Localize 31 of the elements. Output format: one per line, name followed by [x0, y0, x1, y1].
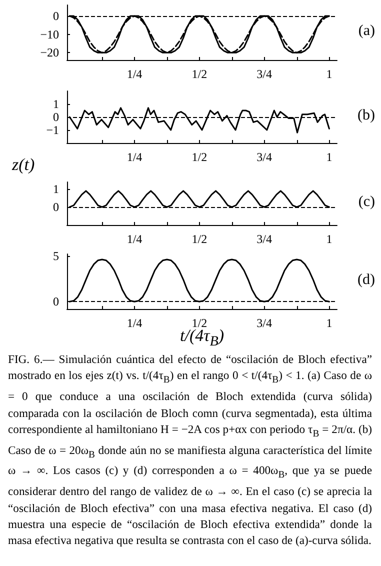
y-tick-label: −20 [40, 46, 59, 60]
x-tick-label: 1 [326, 67, 332, 81]
y-axis-title: z(t) [12, 155, 35, 175]
text: (d) [358, 272, 376, 288]
x-tick-label: 1 [326, 232, 332, 246]
y-tick-label: 0 [53, 9, 59, 23]
text: (a) [358, 23, 376, 39]
x-tick-label: 1 [326, 150, 332, 164]
x-tick-label: 3/4 [256, 316, 272, 330]
text: (b) [358, 108, 376, 124]
x-tick-label: 1/4 [126, 232, 142, 246]
y-tick-label: 1 [53, 182, 59, 196]
y-tick-label: 0 [53, 294, 59, 309]
y-tick-label: 0 [53, 200, 59, 214]
x-tick-label: 3/4 [256, 150, 272, 164]
x-tick-label: 1 [326, 316, 332, 330]
y-tick-label: 1 [53, 97, 59, 111]
text: (c) [358, 194, 376, 210]
x-tick-label: 1/2 [192, 150, 208, 164]
x-tick-label: 3/4 [256, 232, 272, 246]
y-tick-label: −10 [40, 27, 59, 42]
x-tick-label: 1/4 [126, 316, 142, 330]
x-tick-label: 3/4 [256, 67, 272, 81]
x-tick-label: 1/2 [192, 232, 208, 246]
x-tick-label: 1/4 [126, 67, 142, 81]
x-tick-label: 1/4 [126, 150, 142, 164]
x-tick-label: 1/2 [192, 67, 208, 81]
y-tick-label: 0 [53, 110, 59, 124]
y-tick-label: −1 [46, 123, 59, 137]
y-tick-label: 5 [53, 248, 59, 263]
text: FIG. 6.— Simulación cuántica del efecto de “oscilación de Bloch efectiva” mostrado en los ejes z(t) vs. t/(4τ$_{B}$) en el rango 0 < t/(4τ$_{B}$) < 1. (a) Caso de ω = 0 que conduce a una oscilación de Bloch extendida (curva sólida) comparada con la oscilación de Bloch comn (curva segmentada), esta última correspondiente al hamiltoniano H = −2A cos p+αx con periodo τ$_{B}$ = 2π/α. (b) Caso de ω = 20ω$_{B}$ donde aún no se manifiesta alguna característica del límite ω → ∞. Los casos (c) y (d) corresponden a ω = 400ω$_{B}$, que ya se puede considerar dentro del rango de validez de ω → ∞. En el caso (c) se aprecia la “oscilación de Bloch efectiva” con una masa efectiva negativa. El caso (d) muestra una especie de “oscilación de Bloch efectiva extendida” donde la masa efectiva negativa que resulta se contrasta con el caso de (a)-curva sólida. [8, 353, 372, 548]
